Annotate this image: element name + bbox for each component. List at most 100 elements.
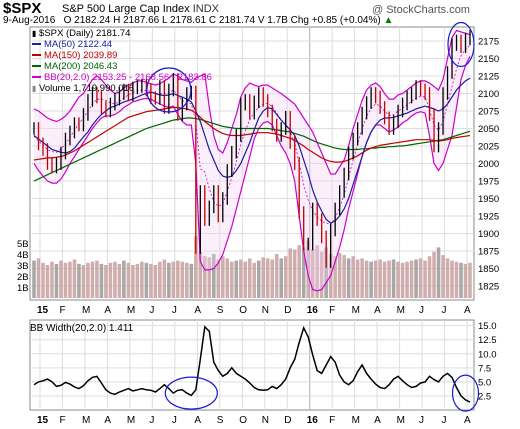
volume-bar — [301, 247, 306, 298]
candle-icon: ▮ — [32, 29, 37, 38]
volume-bar — [221, 256, 225, 298]
y-tick-label: 1900 — [478, 229, 499, 240]
x-tick-label: M — [397, 415, 405, 426]
x-tick-label: A — [464, 305, 471, 316]
y-tick-label: 2150 — [478, 54, 499, 65]
ma200-line — [33, 117, 471, 182]
volume-bar — [68, 261, 72, 298]
highlight-circle — [146, 67, 192, 113]
legend-item-price: ▮ $SPX (Daily) 2181.74 — [32, 28, 130, 39]
symbol-title: $SPX — [3, 0, 42, 17]
x-tick-label: J — [149, 415, 154, 426]
volume-bar — [423, 260, 427, 298]
bbw-y-tick-label: 15.0 — [478, 321, 497, 332]
volume-bar — [203, 256, 207, 298]
volume-axis-label: 3B — [17, 261, 29, 272]
volume-bar — [162, 259, 167, 298]
volume-bar — [149, 263, 153, 298]
y-tick-label: 2075 — [478, 107, 499, 118]
line-icon — [32, 43, 41, 46]
symbol-description-text: S&P 500 Large Cap Index — [62, 3, 190, 15]
volume-bar — [274, 254, 279, 298]
volume-axis-label: 2B — [17, 272, 29, 283]
legend-label: BB(20,2.0) 2153.25 - 2168.56 - 2183.86 — [44, 72, 212, 83]
volume-bar — [90, 261, 95, 298]
volume-bar — [445, 258, 450, 298]
x-tick-label: S — [217, 305, 224, 316]
x-tick-label: M — [397, 305, 405, 316]
x-tick-label: N — [262, 305, 269, 316]
volume-bar — [104, 265, 108, 298]
volume-bar — [382, 261, 387, 298]
x-tick-label: J — [172, 305, 177, 316]
x-tick-label: J — [149, 305, 154, 316]
volume-bar — [167, 262, 171, 298]
volume-bar — [216, 259, 221, 298]
bbw-panel-title: BB Width(20,2.0) 1.411 — [30, 323, 134, 334]
volume-bar — [36, 258, 41, 298]
x-tick-label: M — [352, 305, 360, 316]
x-tick-label: J — [442, 305, 447, 316]
x-tick-label: F — [59, 415, 65, 426]
volume-bar — [180, 261, 185, 298]
volume-bar — [360, 258, 364, 298]
x-tick-label: A — [374, 305, 381, 316]
y-tick-label: 2125 — [478, 72, 499, 83]
ma150-line — [33, 106, 471, 163]
volume-bar — [41, 262, 45, 298]
x-tick-label: O — [239, 305, 247, 316]
y-tick-label: 2100 — [478, 89, 499, 100]
volume-axis-label: 1B — [17, 283, 29, 294]
volume-bar — [283, 256, 288, 298]
x-tick-label: J — [419, 415, 424, 426]
volume-bar — [315, 245, 319, 298]
volume-bar — [95, 260, 99, 298]
y-tick-label: 2050 — [478, 124, 499, 135]
x-tick-label: M — [82, 415, 90, 426]
legend-label: MA(200) 2046.43 — [44, 61, 118, 72]
legend-item-volume: ▮ Volume 1,719,990,016 — [32, 83, 134, 94]
volume-bar — [432, 251, 436, 298]
volume-bar — [324, 247, 328, 298]
x-tick-label: 15 — [37, 415, 49, 426]
x-tick-label: A — [104, 305, 111, 316]
bb-upper-line — [33, 29, 471, 175]
volume-bar — [32, 260, 36, 298]
volume-axis-label: 5B — [17, 239, 29, 250]
volume-bar — [306, 240, 310, 298]
volume-bar — [265, 258, 270, 298]
volume-bar — [270, 259, 275, 298]
volume-bar — [454, 261, 459, 298]
volume-bar — [171, 261, 176, 298]
volume-bar — [342, 255, 346, 298]
volume-bar — [207, 257, 212, 298]
volume-bar — [50, 261, 54, 298]
bar-icon: ▮ — [32, 84, 37, 93]
volume-bar — [185, 262, 189, 298]
x-tick-label: 16 — [307, 305, 319, 316]
legend-label: MA(50) 2122.44 — [44, 39, 113, 50]
legend-item-ma150: MA(150) 2039.89 — [32, 50, 117, 61]
volume-bar — [369, 261, 373, 298]
x-tick-label: J — [172, 415, 177, 426]
volume-bar — [63, 262, 68, 298]
volume-bar — [198, 251, 203, 298]
volume-bar — [414, 259, 418, 298]
volume-bar — [72, 259, 77, 298]
volume-bar — [77, 263, 81, 298]
volume-bar — [450, 260, 454, 298]
volume-bar — [310, 249, 315, 298]
x-tick-label: 15 — [37, 305, 49, 316]
volume-bar — [189, 263, 194, 298]
volume-bar — [225, 258, 230, 298]
volume-bar — [297, 245, 301, 298]
bb-middle-line — [33, 45, 471, 226]
volume-bar — [158, 261, 162, 298]
x-tick-label: N — [262, 415, 269, 426]
symbol-description: S&P 500 Large Cap Index INDX — [62, 3, 219, 15]
volume-bar — [333, 256, 337, 298]
volume-bar — [459, 262, 463, 298]
volume-bar — [247, 258, 252, 298]
volume-bar — [387, 260, 391, 298]
